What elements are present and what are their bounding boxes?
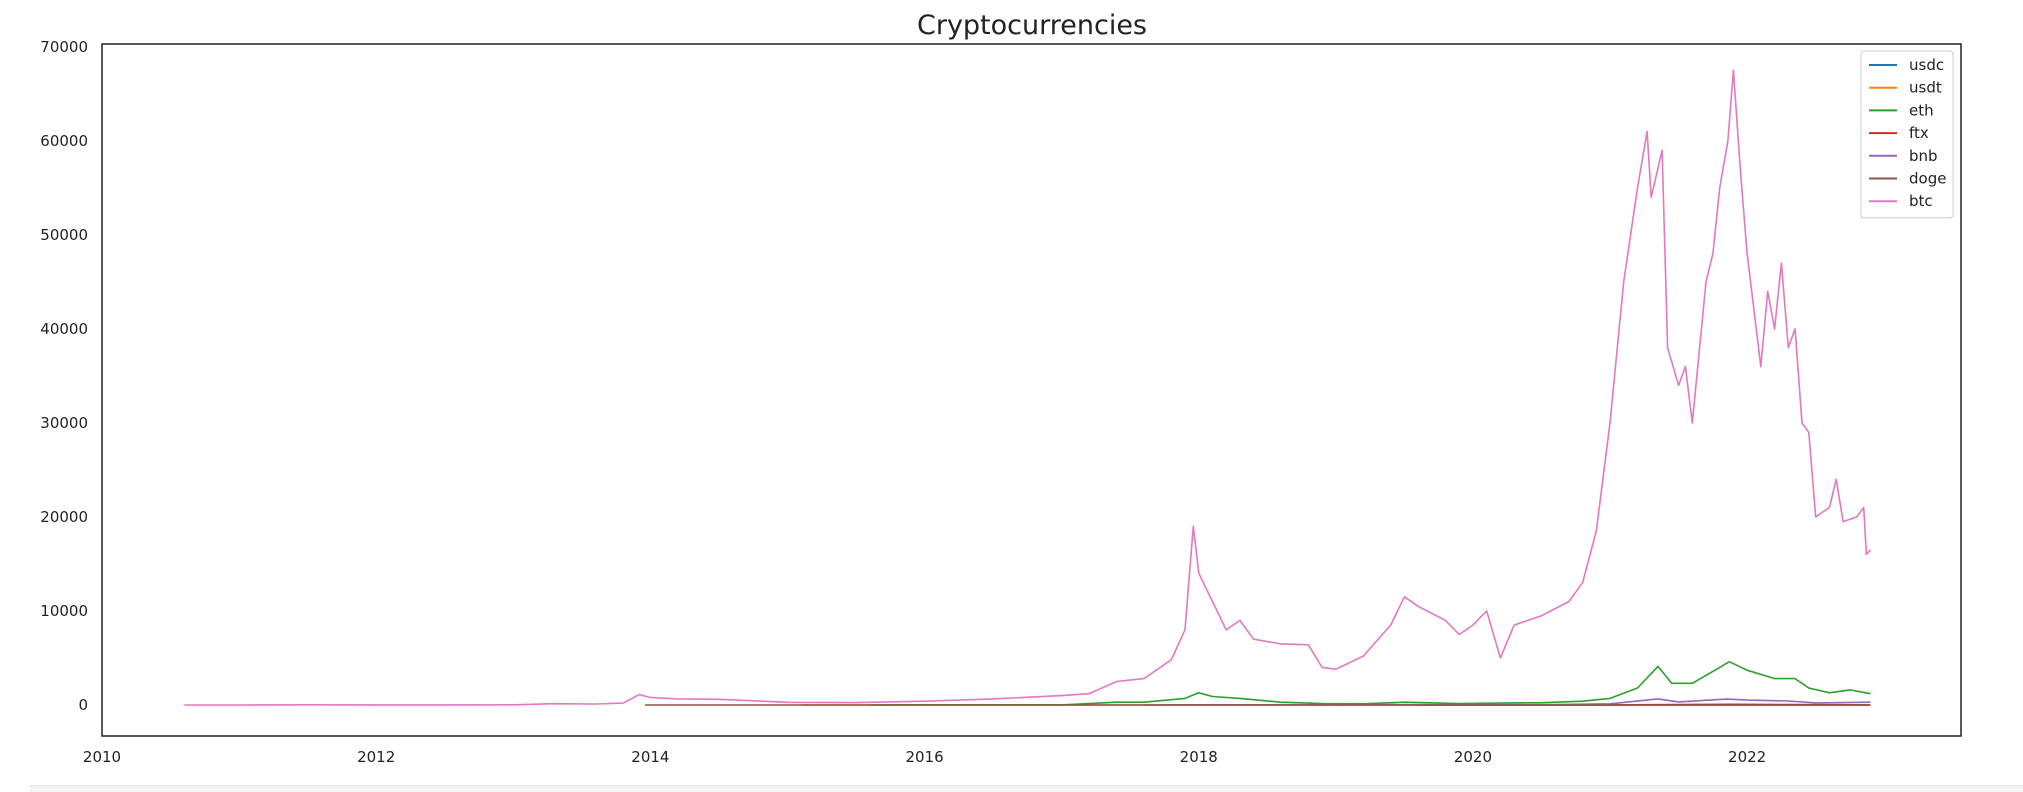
series-line-eth [869,660,1871,706]
legend: usdc usdt eth ftx bnb doge btc [1860,50,1954,219]
series-line-btc [184,69,1872,706]
chart-title: Cryptocurrencies [917,10,1147,41]
legend-box [1860,50,1954,219]
x-tick-label: 2012 [357,748,395,766]
legend-label-ftx: ftx [1909,124,1929,142]
plot-series [184,69,1872,706]
y-tick-label: 20000 [40,508,88,526]
legend-label-eth: eth [1909,101,1934,119]
y-tick-label: 30000 [40,414,88,432]
y-tick-label: 0 [78,696,88,714]
legend-label-usdt: usdt [1909,79,1942,97]
legend-label-usdc: usdc [1909,56,1944,74]
x-tick-label: 2016 [905,748,943,766]
plot-frame [101,43,1962,737]
y-tick-label: 10000 [40,602,88,620]
legend-label-btc: btc [1909,192,1933,210]
y-tick-label: 40000 [40,320,88,338]
x-tick-label: 2018 [1180,748,1218,766]
x-tick-label: 2022 [1728,748,1766,766]
y-tick-label: 50000 [40,226,88,244]
legend-label-doge: doge [1909,170,1946,188]
y-tick-label: 60000 [40,132,88,150]
y-axis: 0 10000 20000 30000 40000 50000 60000 70000 [40,38,88,714]
x-tick-label: 2014 [631,748,669,766]
x-axis: 2010 2012 2014 2016 2018 2020 2022 [83,748,1766,766]
y-tick-label: 70000 [40,38,88,56]
legend-label-bnb: bnb [1909,147,1938,165]
x-tick-label: 2020 [1454,748,1492,766]
scrollbar-strip [30,785,2023,792]
x-tick-label: 2010 [83,748,121,766]
